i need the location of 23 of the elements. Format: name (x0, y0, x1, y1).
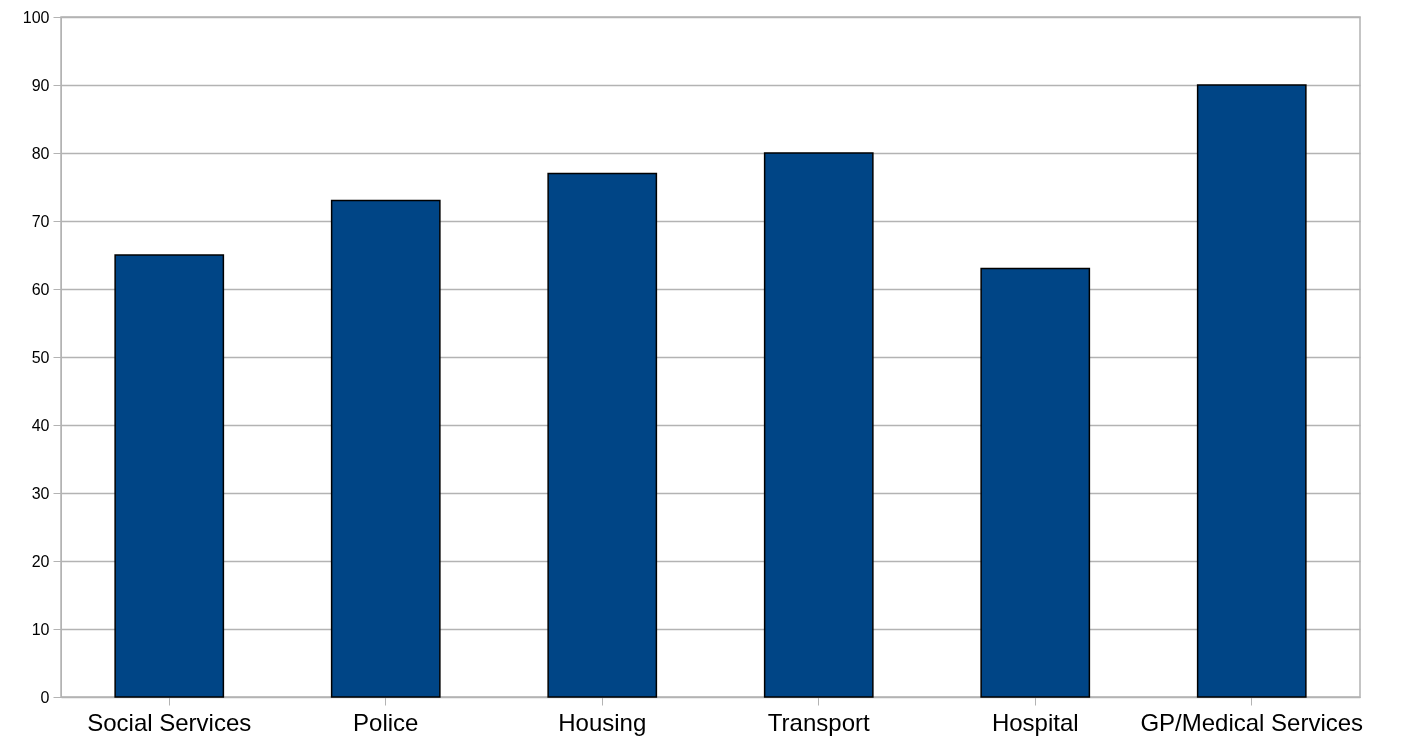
bar (330, 199, 441, 698)
y-tick-label: 40 (31, 416, 50, 434)
x-tick-label: Hospital (991, 708, 1079, 736)
y-tick-label: 70 (31, 212, 50, 230)
y-tick-label: 20 (31, 552, 50, 570)
bar (980, 267, 1091, 698)
y-tick-label: 60 (31, 280, 50, 298)
x-tick-label: Social Services (87, 708, 252, 736)
y-tick-label: 90 (31, 76, 50, 94)
y-tick-label: 10 (31, 620, 50, 638)
x-tick-label: Housing (558, 708, 647, 736)
x-tick-label: GP/Medical Services (1140, 708, 1364, 736)
y-tick-label: 30 (31, 484, 50, 502)
bar (114, 254, 225, 698)
bar (1196, 84, 1307, 698)
y-tick-label: 80 (31, 144, 50, 162)
bar (547, 172, 658, 698)
x-tick-label: Transport (767, 708, 870, 736)
y-tick-label: 0 (40, 688, 50, 706)
x-tick-label: Police (353, 708, 419, 736)
bar (763, 152, 874, 698)
y-tick-label: 100 (22, 8, 50, 26)
y-tick-label: 50 (31, 348, 50, 366)
